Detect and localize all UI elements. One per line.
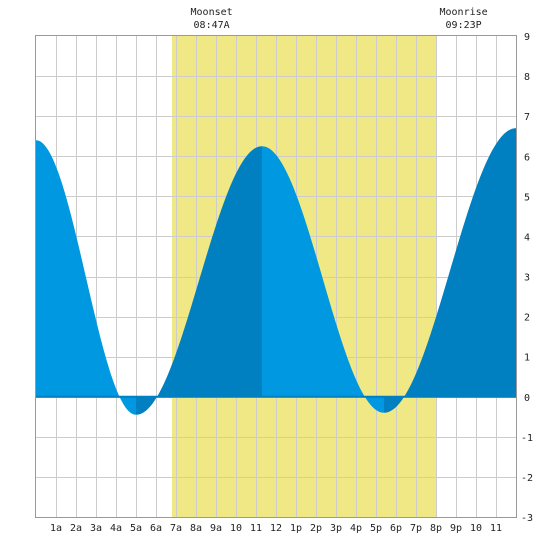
x-tick-label: 9a [210, 523, 222, 534]
moon-event-label: Moonset [191, 7, 233, 18]
x-tick-label: 9p [450, 523, 462, 534]
x-tick-label: 3a [90, 523, 102, 534]
x-tick-label: 5p [370, 523, 382, 534]
y-tick-label: 0 [524, 393, 530, 404]
x-tick-label: 7p [410, 523, 422, 534]
y-tick-label: 2 [524, 313, 530, 324]
y-tick-label: 3 [524, 273, 530, 284]
x-tick-label: 8a [190, 523, 202, 534]
falling-tide-area [36, 140, 136, 415]
y-tick-label: 4 [524, 232, 530, 243]
y-tick-label: 5 [524, 192, 530, 203]
y-tick-label: -3 [521, 513, 533, 524]
x-tick-label: 12 [270, 523, 282, 534]
y-tick-label: 6 [524, 152, 530, 163]
x-tick-label: 4p [350, 523, 362, 534]
x-tick-label: 7a [170, 523, 182, 534]
x-tick-label: 8p [430, 523, 442, 534]
x-tick-label: 6a [150, 523, 162, 534]
rising-tide-area [136, 146, 262, 415]
x-tick-label: 2a [70, 523, 82, 534]
x-tick-label: 10 [230, 523, 242, 534]
x-tick-label: 1p [290, 523, 302, 534]
x-tick-label: 3p [330, 523, 342, 534]
moon-event-time: 09:23P [446, 20, 482, 31]
y-tick-label: -1 [521, 433, 533, 444]
falling-tide-area [262, 146, 384, 413]
y-tick-label: 7 [524, 112, 530, 123]
x-tick-label: 11 [490, 523, 502, 534]
x-tick-label: 1a [50, 523, 62, 534]
x-tick-label: 6p [390, 523, 402, 534]
x-tick-label: 10 [470, 523, 482, 534]
x-tick-label: 5a [130, 523, 142, 534]
x-tick-label: 11 [250, 523, 262, 534]
moon-event-label: Moonrise [440, 7, 488, 18]
y-tick-label: -2 [521, 473, 533, 484]
y-tick-label: 9 [524, 32, 530, 43]
y-tick-label: 8 [524, 72, 530, 83]
x-tick-label: 4a [110, 523, 122, 534]
y-tick-label: 1 [524, 353, 530, 364]
x-tick-label: 2p [310, 523, 322, 534]
plot-frame [35, 35, 517, 518]
rising-tide-area [384, 128, 516, 413]
moon-event-time: 08:47A [194, 20, 230, 31]
